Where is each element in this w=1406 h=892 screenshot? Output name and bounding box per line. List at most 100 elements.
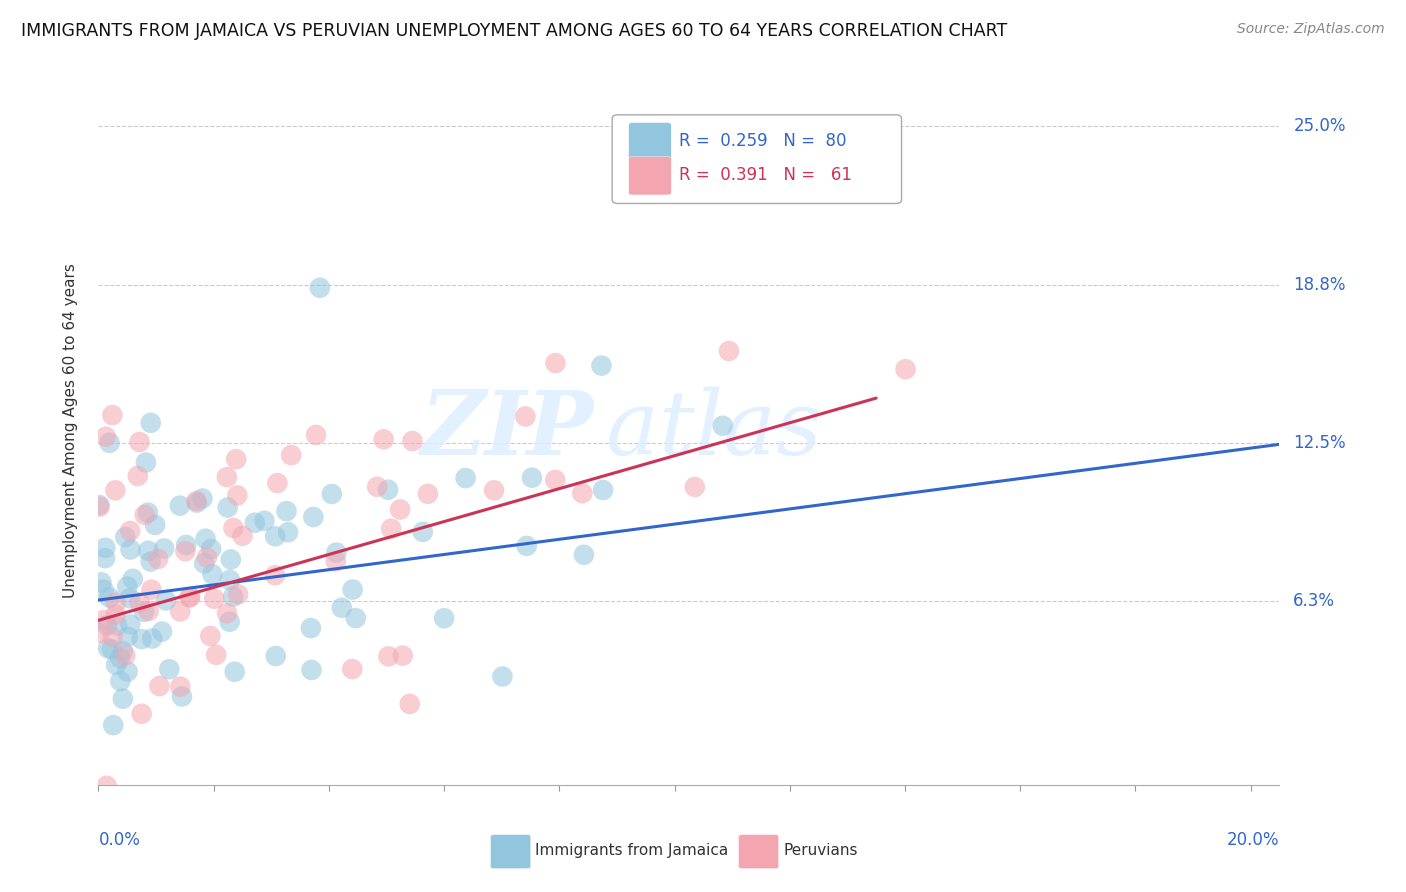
Point	[186, 496, 208, 510]
Point	[433, 611, 456, 625]
Text: R =  0.391   N =   61: R = 0.391 N = 61	[679, 166, 852, 184]
Point	[170, 690, 193, 704]
Point	[93, 613, 115, 627]
Point	[117, 665, 139, 679]
Point	[516, 539, 538, 553]
Point	[98, 591, 121, 605]
Point	[711, 418, 734, 433]
Point	[325, 545, 347, 559]
Point	[169, 499, 191, 513]
Point	[194, 532, 217, 546]
Point	[280, 448, 302, 462]
Text: ZIP: ZIP	[420, 387, 595, 474]
Point	[195, 550, 218, 565]
Point	[264, 568, 287, 582]
Point	[131, 632, 153, 646]
Point	[277, 525, 299, 540]
Point	[222, 521, 245, 535]
Point	[544, 356, 567, 370]
FancyBboxPatch shape	[628, 122, 671, 161]
Point	[218, 615, 240, 629]
Point	[101, 408, 124, 422]
Point	[302, 510, 325, 524]
Point	[100, 642, 122, 657]
Point	[299, 621, 322, 635]
Point	[150, 624, 173, 639]
Point	[104, 483, 127, 498]
Point	[89, 626, 111, 640]
Point	[111, 644, 134, 658]
Point	[325, 554, 347, 568]
Text: 18.8%: 18.8%	[1294, 276, 1346, 293]
Point	[321, 487, 343, 501]
Point	[111, 691, 134, 706]
Point	[215, 607, 238, 621]
Point	[276, 504, 298, 518]
Point	[128, 435, 150, 450]
Point	[377, 649, 399, 664]
Point	[108, 651, 131, 665]
Point	[416, 487, 439, 501]
Point	[454, 471, 477, 485]
Point	[215, 470, 238, 484]
Point	[136, 506, 159, 520]
Point	[139, 416, 162, 430]
Point	[571, 486, 593, 500]
Point	[105, 618, 128, 632]
FancyBboxPatch shape	[612, 115, 901, 203]
Point	[330, 600, 353, 615]
Text: R =  0.259   N =  80: R = 0.259 N = 80	[679, 132, 846, 150]
Point	[683, 480, 706, 494]
Y-axis label: Unemployment Among Ages 60 to 64 years: Unemployment Among Ages 60 to 64 years	[63, 263, 77, 598]
Point	[118, 591, 141, 606]
Point	[131, 706, 153, 721]
Point	[398, 697, 420, 711]
Point	[117, 579, 139, 593]
Text: Immigrants from Jamaica: Immigrants from Jamaica	[536, 844, 728, 858]
Point	[148, 679, 170, 693]
Text: Peruvians: Peruvians	[783, 844, 858, 858]
Text: atlas: atlas	[606, 387, 823, 474]
Point	[97, 641, 120, 656]
FancyBboxPatch shape	[628, 157, 671, 195]
Point	[253, 514, 276, 528]
Point	[205, 648, 228, 662]
Text: 20.0%: 20.0%	[1227, 831, 1279, 849]
Point	[520, 471, 543, 485]
Point	[141, 632, 163, 646]
Point	[373, 433, 395, 447]
Point	[89, 498, 111, 512]
Point	[515, 409, 537, 424]
Point	[96, 618, 118, 632]
Point	[89, 500, 111, 514]
Point	[342, 662, 364, 676]
Point	[128, 596, 150, 610]
Point	[264, 649, 287, 664]
Point	[150, 808, 173, 822]
Point	[301, 663, 323, 677]
Point	[120, 542, 142, 557]
Point	[186, 494, 208, 508]
Text: Source: ZipAtlas.com: Source: ZipAtlas.com	[1237, 22, 1385, 37]
Point	[266, 476, 288, 491]
Point	[143, 517, 166, 532]
Point	[219, 573, 242, 587]
Point	[132, 605, 155, 619]
Point	[226, 587, 249, 601]
Point	[491, 669, 513, 683]
Text: IMMIGRANTS FROM JAMAICA VS PERUVIAN UNEMPLOYMENT AMONG AGES 60 TO 64 YEARS CORRE: IMMIGRANTS FROM JAMAICA VS PERUVIAN UNEM…	[21, 22, 1007, 40]
Point	[94, 541, 117, 555]
Point	[146, 552, 169, 566]
Point	[219, 552, 242, 566]
Point	[103, 718, 125, 732]
Point	[377, 483, 399, 497]
Point	[591, 359, 613, 373]
Point	[202, 591, 225, 606]
Point	[412, 524, 434, 539]
Text: 0.0%: 0.0%	[98, 831, 141, 849]
Point	[482, 483, 505, 498]
Point	[139, 555, 162, 569]
Point	[232, 529, 254, 543]
Point	[200, 541, 222, 556]
Point	[114, 648, 136, 663]
